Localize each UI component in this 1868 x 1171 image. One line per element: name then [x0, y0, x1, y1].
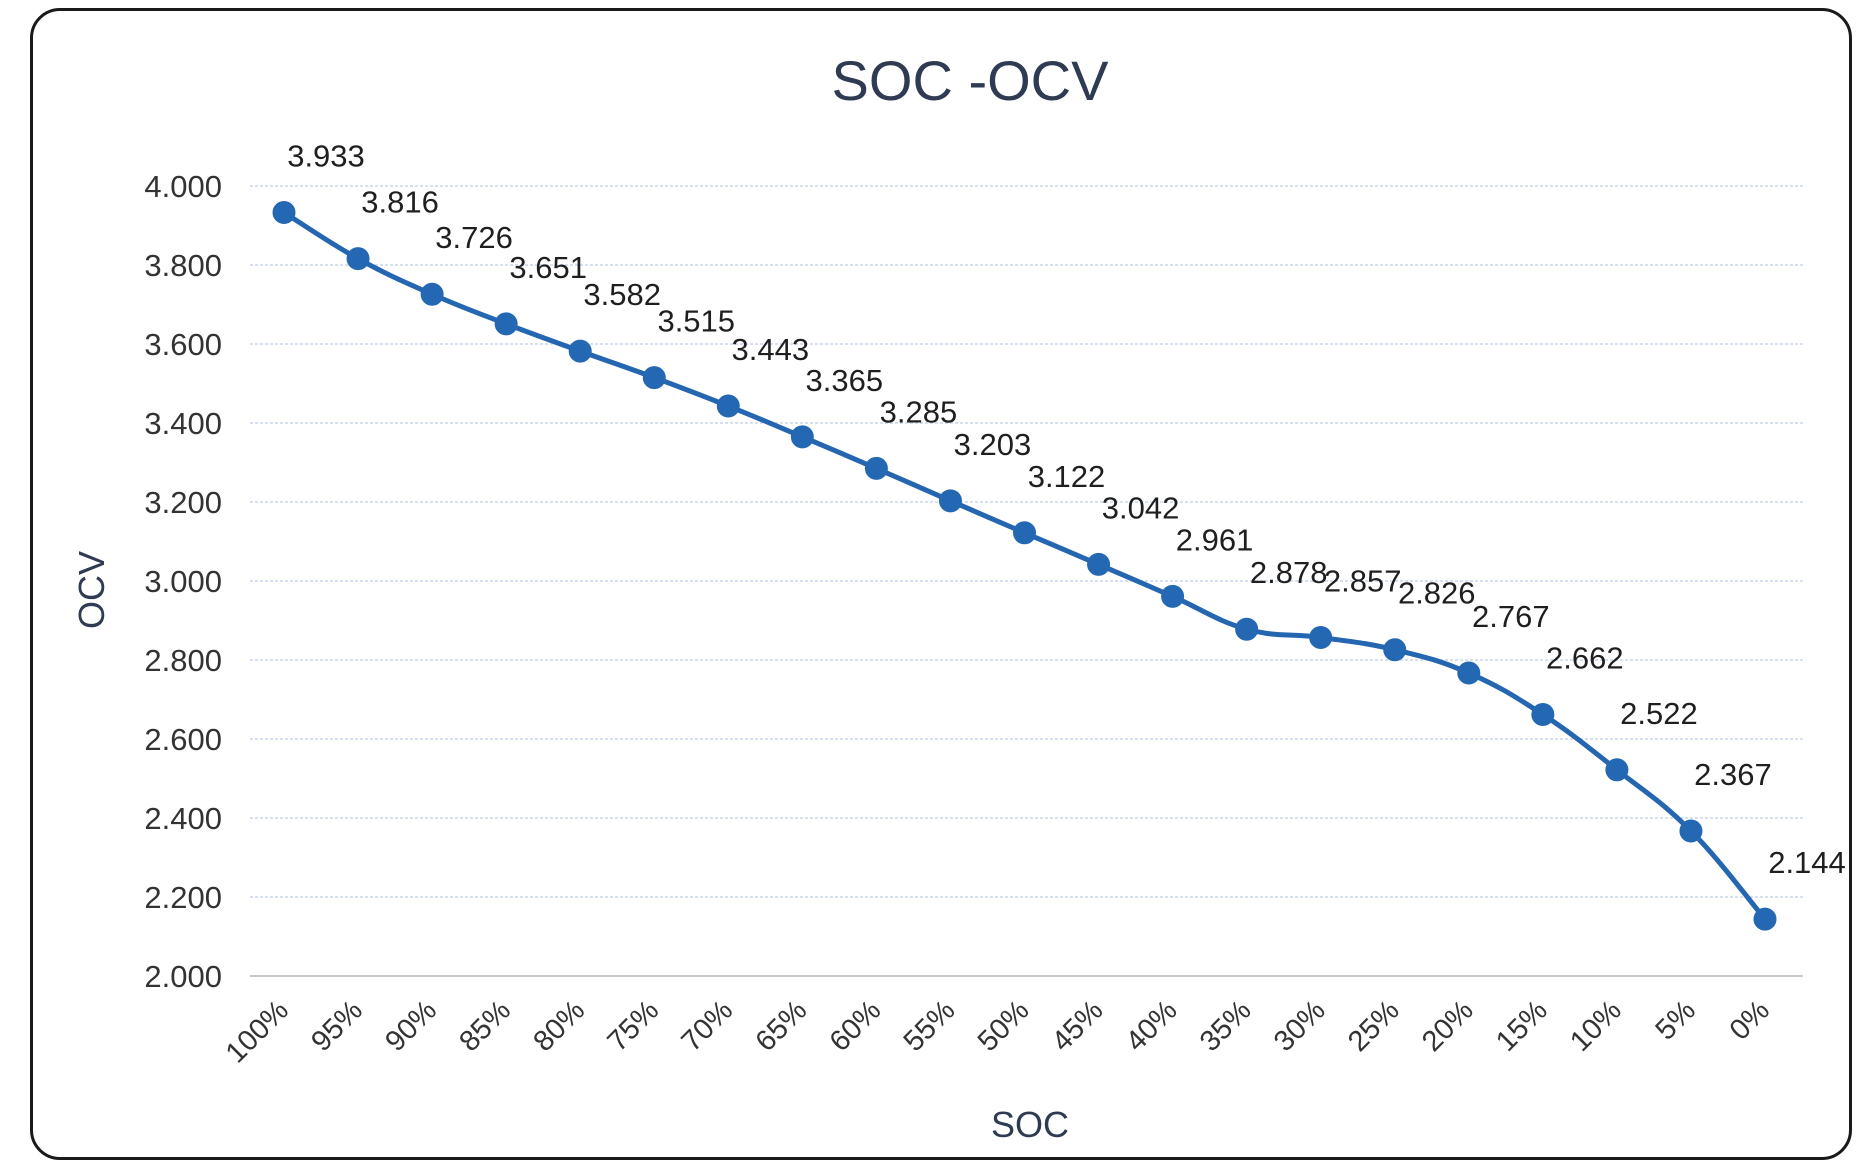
- data-point: [1383, 638, 1407, 662]
- data-label: 2.767: [1472, 599, 1550, 634]
- data-label: 2.878: [1250, 555, 1328, 590]
- y-tick-label: 2.400: [144, 801, 222, 836]
- x-tick-label: 85%: [453, 994, 517, 1058]
- y-tick-label: 3.600: [144, 327, 222, 362]
- data-label: 3.285: [880, 394, 958, 429]
- data-label: 3.582: [583, 277, 661, 312]
- data-label: 3.122: [1028, 459, 1106, 494]
- x-tick-label: 60%: [824, 994, 888, 1058]
- x-tick-label: 25%: [1342, 994, 1406, 1058]
- data-label: 3.203: [954, 427, 1032, 462]
- data-label: 2.826: [1398, 576, 1476, 611]
- x-tick-label: 50%: [972, 994, 1036, 1058]
- data-point: [346, 247, 370, 271]
- x-tick-label: 70%: [676, 994, 740, 1058]
- data-label: 3.933: [287, 138, 365, 173]
- data-point: [642, 366, 666, 390]
- data-label: 3.726: [435, 220, 513, 255]
- data-point: [1087, 552, 1111, 576]
- chart-title: SOC -OCV: [832, 49, 1110, 112]
- x-tick-label: 75%: [602, 994, 666, 1058]
- data-point: [1235, 617, 1259, 641]
- y-tick-label: 3.200: [144, 485, 222, 520]
- data-label: 3.515: [657, 304, 735, 339]
- x-tick-label: 90%: [379, 994, 443, 1058]
- x-tick-label: 55%: [898, 994, 962, 1058]
- y-tick-label: 2.800: [144, 643, 222, 678]
- data-point: [272, 200, 296, 224]
- x-tick-label: 20%: [1416, 994, 1480, 1058]
- data-label: 2.144: [1768, 845, 1846, 880]
- x-tick-label: 95%: [305, 994, 369, 1058]
- data-label: 2.367: [1694, 757, 1772, 792]
- x-tick-label: 100%: [220, 994, 295, 1069]
- data-label: 3.816: [361, 185, 439, 220]
- x-axis-title: SOC: [991, 1104, 1069, 1145]
- data-label: 3.365: [806, 363, 884, 398]
- chart-frame: [30, 8, 1852, 1160]
- y-tick-label: 2.200: [144, 880, 222, 915]
- data-label: 2.662: [1546, 641, 1624, 676]
- x-tick-label: 65%: [750, 994, 814, 1058]
- x-tick-label: 40%: [1120, 994, 1184, 1058]
- data-point: [1013, 521, 1036, 545]
- y-tick-label: 2.600: [144, 722, 222, 757]
- data-point: [864, 456, 888, 480]
- x-tick-label: 45%: [1046, 994, 1110, 1058]
- data-labels: 3.933 3.8163.7263.6513.5823.5153.4433.365…: [287, 138, 1846, 880]
- data-point: [790, 425, 814, 449]
- y-tick-label: 2.000: [144, 959, 222, 994]
- data-point: [1605, 758, 1629, 782]
- y-tick-label: 3.000: [144, 564, 222, 599]
- y-tick-label: 4.000: [144, 169, 222, 204]
- data-point: [1679, 819, 1703, 843]
- x-tick-label: 15%: [1490, 994, 1554, 1058]
- data-label: 2.857: [1324, 563, 1402, 598]
- y-axis-ticks: 2.000 2.200 2.400 2.600 2.800 3.000 3.200 3.400…: [144, 169, 222, 994]
- x-tick-label: 30%: [1268, 994, 1332, 1058]
- y-tick-label: 3.400: [144, 406, 222, 441]
- x-tick-label: 5%: [1650, 994, 1702, 1046]
- data-point: [1753, 907, 1777, 931]
- x-tick-label: 0%: [1724, 994, 1776, 1046]
- data-label: 2.522: [1620, 696, 1698, 731]
- data-point: [568, 339, 592, 363]
- data-point: [1161, 584, 1185, 608]
- data-label: 3.443: [732, 332, 810, 367]
- data-label: 3.042: [1102, 490, 1180, 525]
- y-axis-title: OCV: [71, 551, 112, 629]
- x-tick-label: 80%: [527, 994, 591, 1058]
- data-point: [1457, 661, 1481, 685]
- data-point: [1309, 625, 1333, 649]
- markers: [272, 200, 1777, 931]
- data-point: [938, 489, 962, 513]
- x-tick-label: 35%: [1194, 994, 1258, 1058]
- x-tick-label: 10%: [1564, 994, 1628, 1058]
- y-tick-label: 3.800: [144, 248, 222, 283]
- data-point: [1531, 703, 1555, 727]
- data-point: [494, 312, 518, 336]
- data-point: [716, 394, 740, 418]
- data-label: 3.651: [509, 250, 587, 285]
- data-label: 2.961: [1176, 522, 1254, 557]
- x-axis-ticks: 100% 95% 90% 85% 80% 75% 70% 65% 60% 55% 50% 45% 40%…: [220, 994, 1776, 1069]
- grid-lines: [250, 185, 1803, 977]
- data-point: [420, 282, 444, 306]
